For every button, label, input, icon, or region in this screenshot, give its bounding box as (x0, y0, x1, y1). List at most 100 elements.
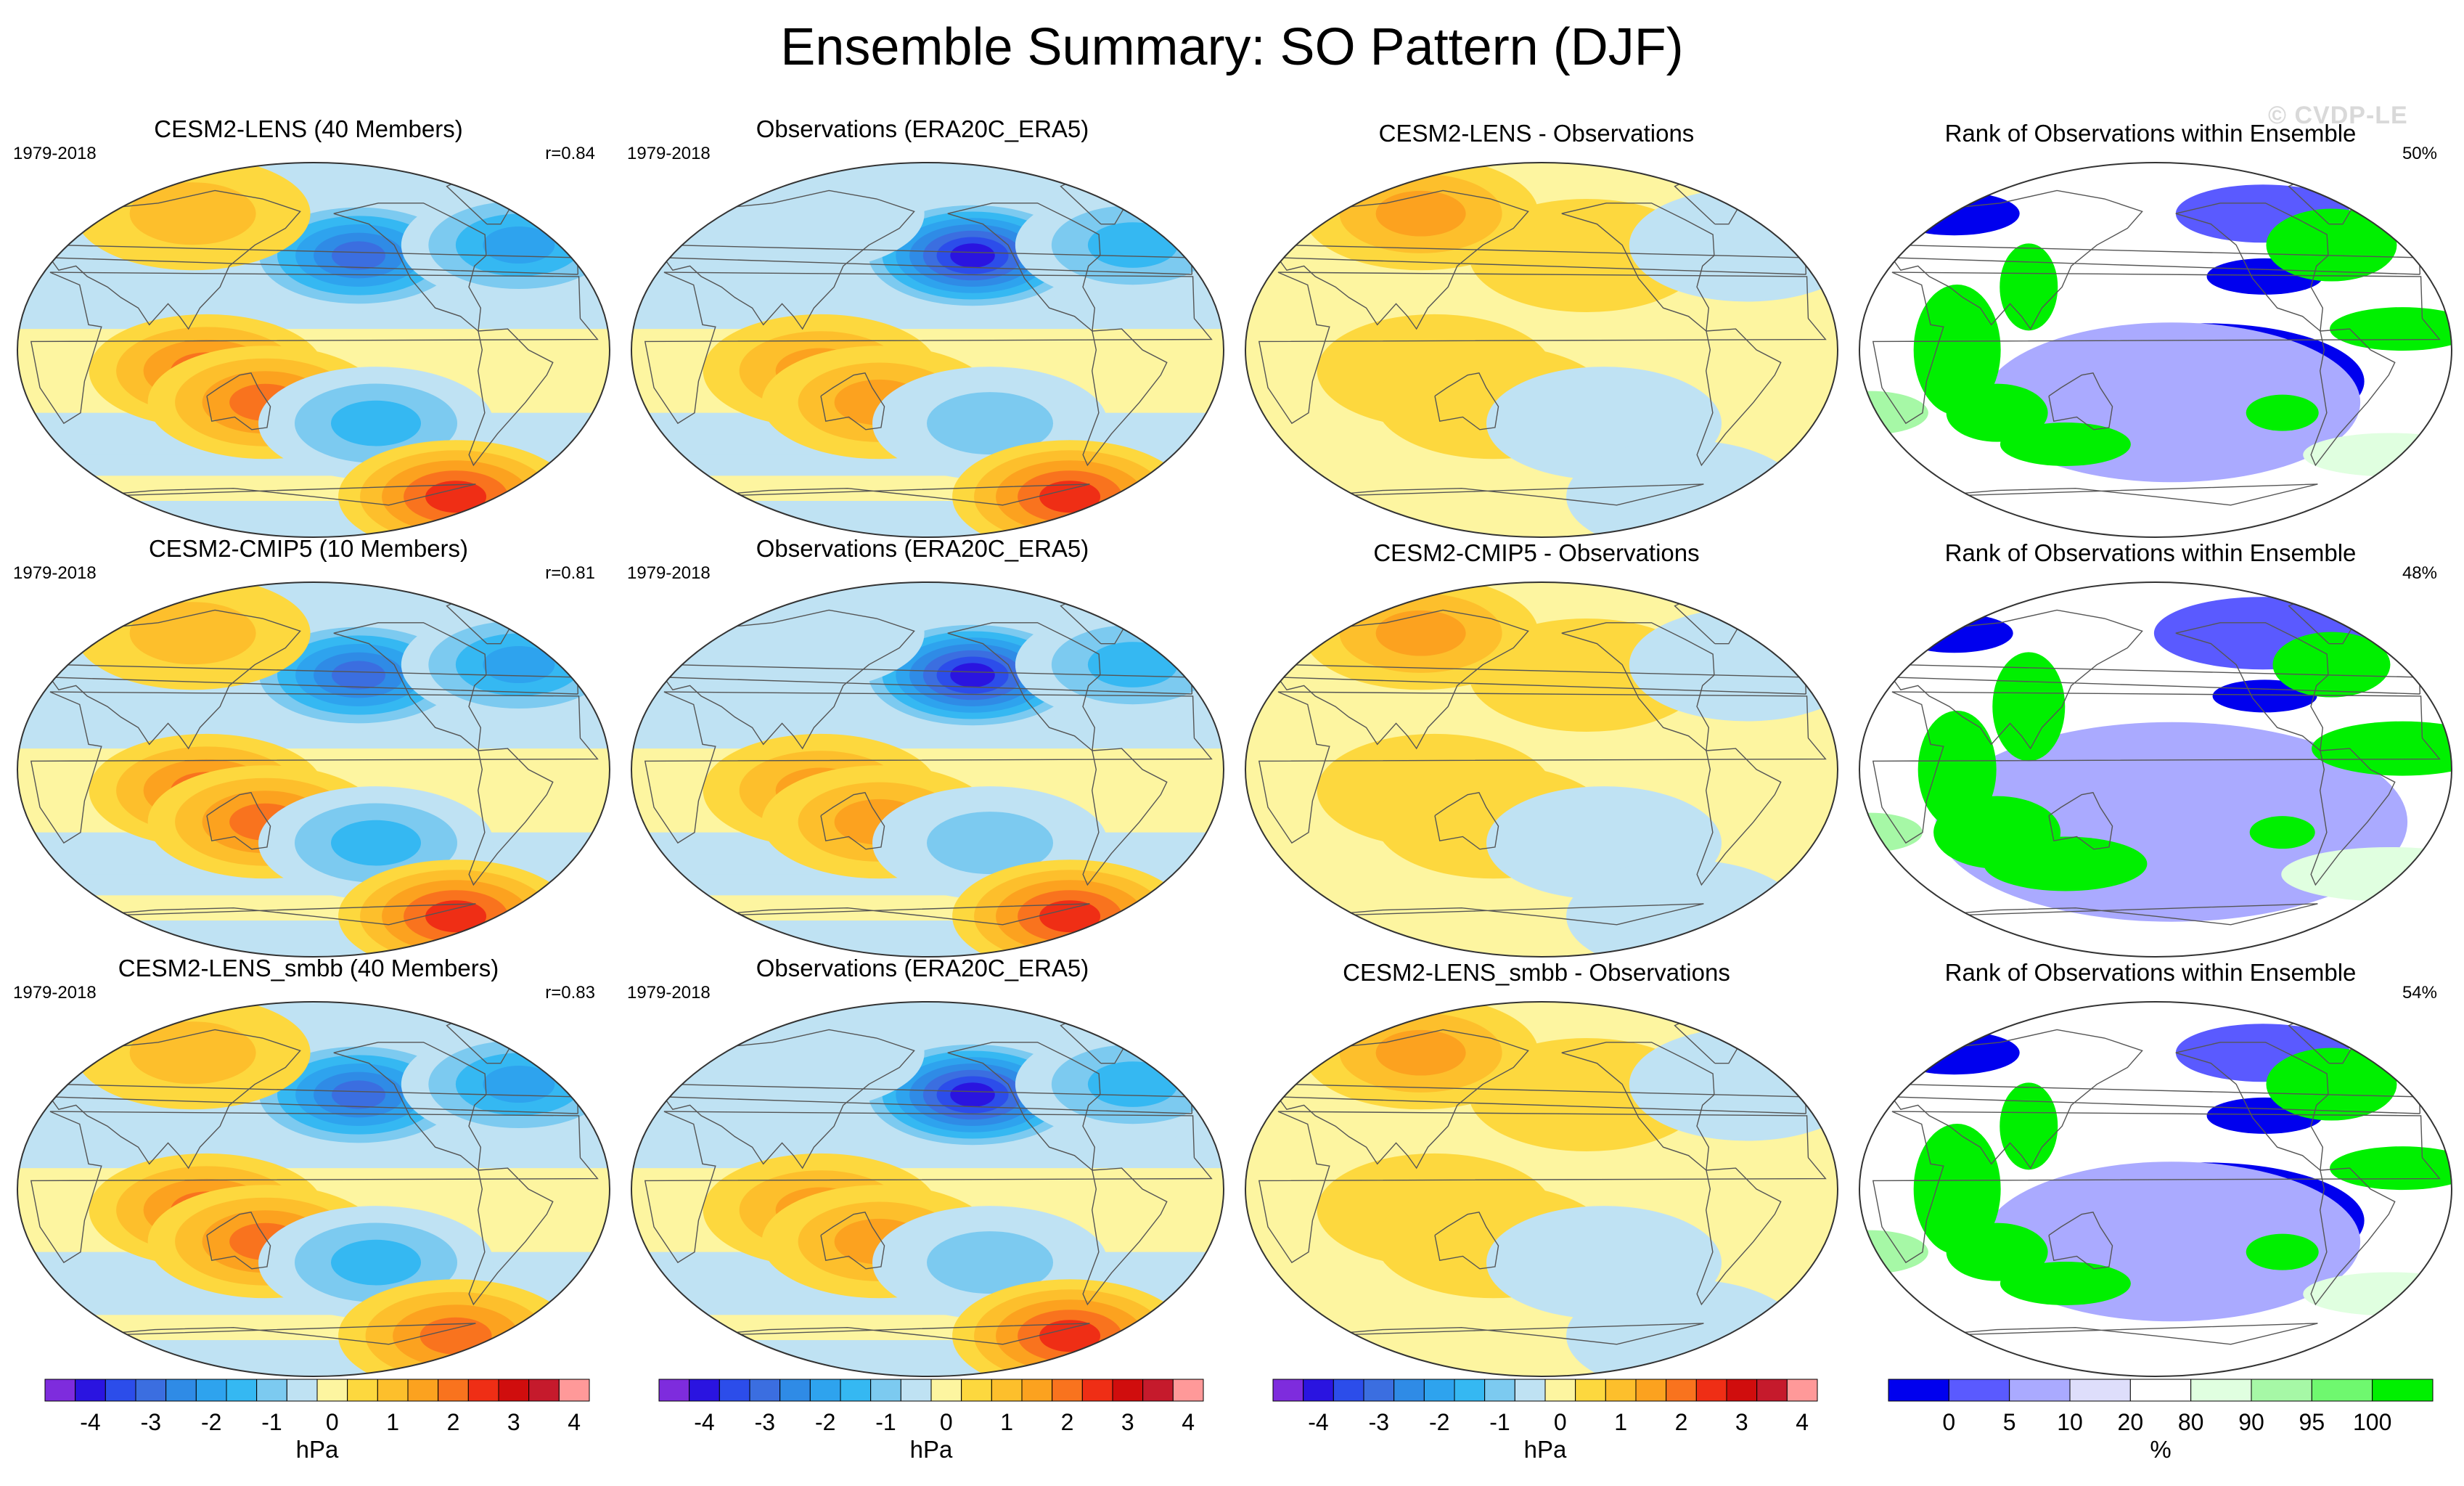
colorbar-swatch (2311, 1379, 2373, 1402)
colorbar-tick-label: -1 (261, 1409, 282, 1435)
colorbar-tick-label: -3 (1369, 1409, 1389, 1435)
coastline (1561, 1042, 1715, 1172)
colorbar-tick-label: 10 (2057, 1409, 2083, 1435)
contour-mark (1087, 642, 1178, 687)
rank-map (1859, 581, 2452, 958)
rank-percentage: 48% (2402, 563, 2437, 583)
map-border (1859, 162, 2452, 538)
colorbar-swatch (1695, 1379, 1727, 1402)
colorbar-swatch (407, 1379, 439, 1402)
pattern-correlation: r=0.81 (545, 563, 595, 583)
pattern-correlation: r=0.84 (545, 144, 595, 163)
panel-obs-row-2: Observations (ERA20C_ERA5) 1979-2018 (614, 528, 1231, 958)
colorbar-swatch (1363, 1379, 1395, 1402)
coastline (1561, 203, 1715, 332)
colorbar-swatch (1142, 1379, 1174, 1402)
contour-mark (950, 663, 995, 687)
colorbar-swatch (1021, 1379, 1053, 1402)
colorbar-tick-label: 95 (2299, 1409, 2325, 1435)
panel-title: CESM2-CMIP5 - Observations (1373, 539, 1700, 566)
rank-region (2266, 208, 2397, 282)
rank-region (2246, 394, 2319, 431)
coastline (1082, 328, 1168, 467)
coastline (1434, 372, 1499, 430)
coastline (333, 203, 487, 332)
contour-mark (1039, 900, 1101, 933)
coastline (333, 622, 487, 752)
colorbar-swatch (1575, 1379, 1606, 1402)
map-border (17, 581, 610, 958)
contour-mark (129, 182, 256, 245)
coastline (2310, 328, 2396, 467)
contour-mark (129, 602, 256, 665)
coastline (644, 272, 1213, 425)
coastline (30, 1111, 599, 1264)
colorbar-tick-label: 3 (507, 1409, 520, 1435)
coastline (1561, 622, 1715, 752)
contour-mark (332, 241, 386, 270)
panel-rank-row-2: Rank of Observations within Ensemble 48% (1842, 528, 2459, 958)
colorbar-swatch (1172, 1379, 1204, 1402)
coastline (2048, 1211, 2113, 1270)
coastline (2175, 1042, 2329, 1172)
coastline (644, 691, 1213, 844)
contour-mark (927, 812, 1054, 875)
panel-diff-row-3: CESM2-LENS_smbb - Observations (1228, 948, 1845, 1377)
colorbar-tick-label: 20 (2118, 1409, 2144, 1435)
coastline (1696, 1167, 1782, 1306)
colorbar-unit: % (2150, 1436, 2172, 1463)
colorbar-tick-label: 100 (2353, 1409, 2391, 1435)
coastline (1696, 748, 1782, 886)
page-title: Ensemble Summary: SO Pattern (DJF) (780, 18, 1684, 76)
colorbar-swatch (1423, 1379, 1455, 1402)
colorbar-unit: hPa (1523, 1436, 1567, 1463)
contour-mark (332, 1080, 386, 1109)
rank-region (1888, 1031, 2020, 1075)
contour-mark (927, 392, 1054, 455)
colorbar-swatch (105, 1379, 136, 1402)
contour-mark (419, 1317, 492, 1355)
coastline (1434, 1211, 1499, 1270)
map-border (17, 1001, 610, 1377)
rank-region (1895, 613, 2013, 653)
colorbar-swatch (1272, 1379, 1304, 1402)
panel-obs-row-1: Observations (ERA20C_ERA5) 1979-2018 (614, 109, 1231, 538)
coastline (644, 1111, 1213, 1264)
colorbar-swatch (316, 1379, 348, 1402)
colorbar-tick-label: 4 (568, 1409, 581, 1435)
colorbar-tick-label: -2 (1429, 1409, 1449, 1435)
colorbar-tick-label: 0 (1554, 1409, 1567, 1435)
contour-mark (483, 646, 555, 684)
colorbar-swatch (286, 1379, 318, 1402)
contour-mark (1375, 1029, 1466, 1076)
panel-title: Observations (ERA20C_ERA5) (756, 535, 1089, 562)
panel-rank-row-1: Rank of Observations within Ensemble 50% (1842, 109, 2459, 538)
diff-map (1245, 581, 1838, 958)
colorbar-tick-label: -3 (755, 1409, 775, 1435)
panel-model-row-3: CESM2-LENS_smbb (40 Members) 1979-2018 r=0… (0, 948, 617, 1377)
colorbar-swatch (719, 1379, 750, 1402)
colorbar-tick-label: 2 (1061, 1409, 1074, 1435)
colorbar-swatch (528, 1379, 560, 1402)
coastline (947, 203, 1101, 332)
contour-mark (483, 1066, 555, 1103)
colorbar-3: -4 -3 -2 -1 0 1 2 3 4 hPa (1266, 1378, 1883, 1479)
colorbar-swatch (75, 1379, 106, 1402)
colorbar-tick-label: 0 (326, 1409, 339, 1435)
colorbar-swatch (2372, 1379, 2434, 1402)
panel-title: CESM2-CMIP5 (10 Members) (148, 535, 469, 562)
rank-region (2249, 816, 2315, 849)
coastline (206, 1211, 271, 1270)
colorbar-swatch (1081, 1379, 1113, 1402)
colorbar-swatch (2129, 1379, 2192, 1402)
coastline (206, 372, 271, 430)
colorbar-swatch (467, 1379, 499, 1402)
contour-mark (950, 1082, 995, 1107)
colorbar-tick-label: -4 (694, 1409, 714, 1435)
contour-mark (950, 243, 995, 268)
panel-model-row-1: CESM2-LENS (40 Members) 1979-2018 r=0.84 (0, 109, 617, 538)
contour-mark (927, 1231, 1054, 1294)
colorbar-unit: hPa (909, 1436, 953, 1463)
obs-map (631, 1001, 1224, 1377)
colorbar-tick-label: -1 (1489, 1409, 1510, 1435)
